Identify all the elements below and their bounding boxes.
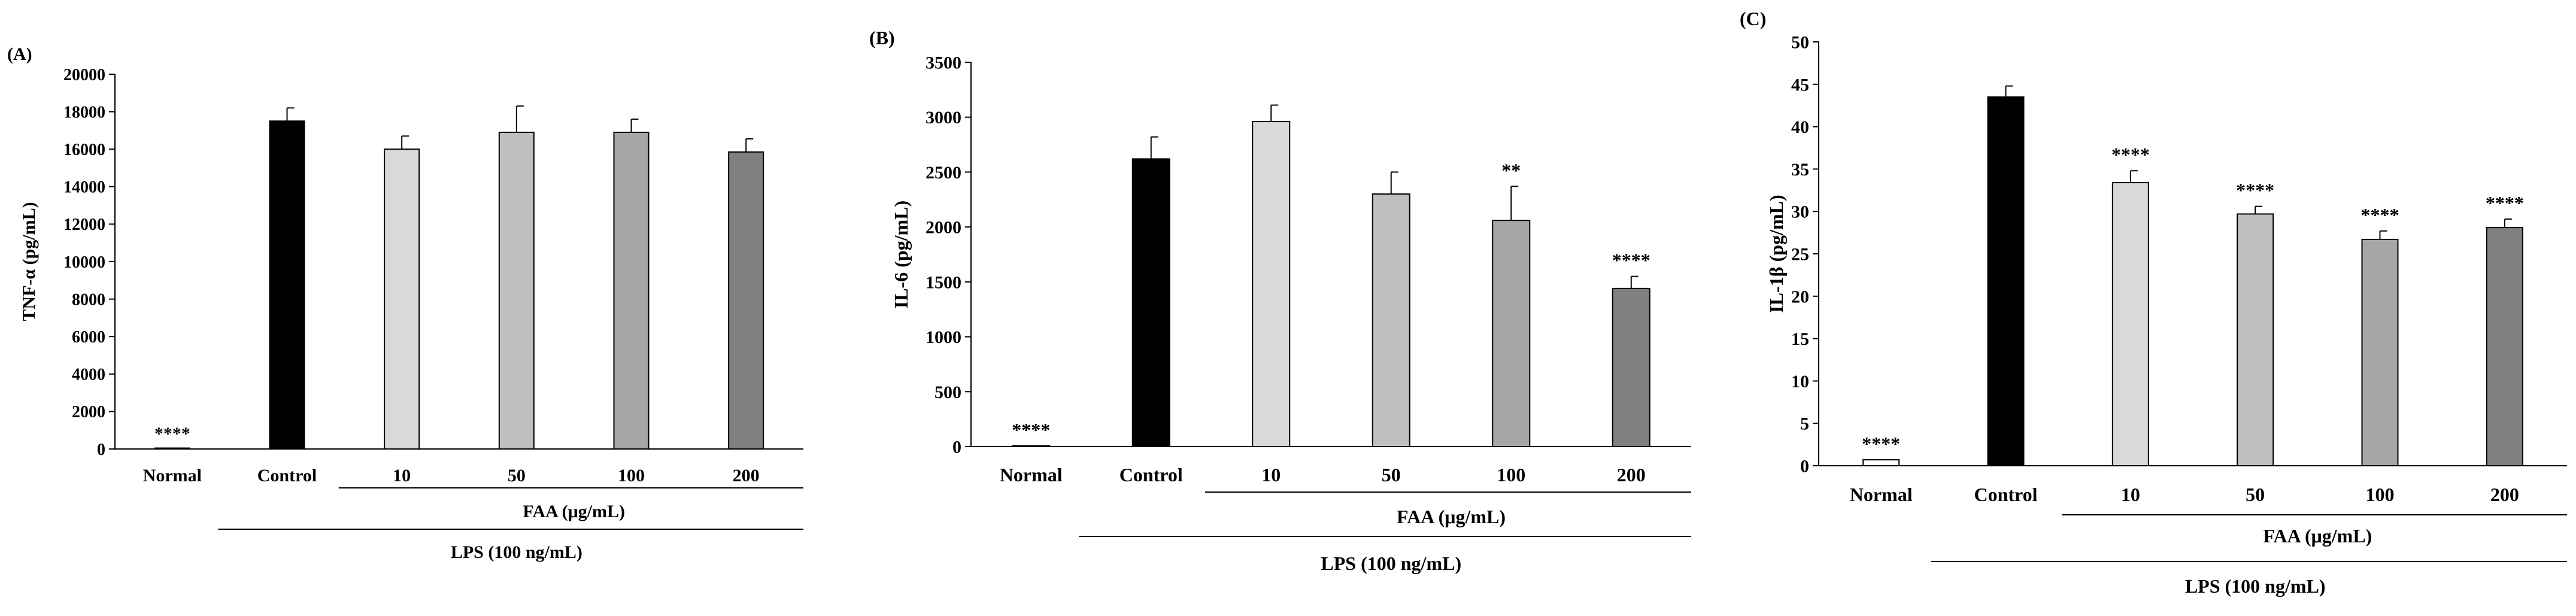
y-tick-label: 35	[1791, 160, 1809, 180]
bar-200	[1612, 287, 1650, 447]
x-category-label: Normal	[143, 466, 202, 485]
y-tick-label: 18000	[63, 103, 105, 122]
x-category-label: 10	[1261, 464, 1281, 485]
y-tick-label: 12000	[63, 216, 105, 234]
y-tick-label: 10000	[63, 253, 105, 272]
bar-100	[2361, 238, 2399, 466]
y-tick-label: 14000	[63, 178, 105, 197]
faa-group-label: FAA (μg/mL)	[523, 502, 625, 521]
y-tick-label: 4000	[72, 366, 105, 384]
panel-label: (B)	[869, 27, 895, 48]
faa-group-label: FAA (μg/mL)	[2263, 525, 2372, 547]
bar-control	[269, 120, 305, 450]
significance-mark: **	[1501, 159, 1521, 181]
y-tick-label: 1000	[926, 327, 961, 347]
bar-50	[498, 132, 535, 450]
y-tick-label: 50	[1791, 33, 1809, 53]
y-axis-label: IL-1β (pg/mL)	[1765, 195, 1787, 312]
y-tick-label: 500	[934, 383, 961, 402]
bar-10	[1252, 121, 1291, 447]
x-category-label: 10	[393, 466, 411, 485]
y-tick-label: 20	[1791, 287, 1809, 307]
faa-group-label: FAA (μg/mL)	[1397, 506, 1506, 527]
bar-control	[1987, 96, 2025, 467]
y-tick-label: 3500	[926, 53, 961, 73]
x-category-label: 50	[508, 466, 526, 485]
y-tick-label: 15	[1791, 329, 1809, 349]
y-tick-label: 1500	[926, 272, 961, 292]
panel-label: (A)	[7, 44, 32, 64]
lps-group-label: LPS (100 ng/mL)	[451, 542, 582, 562]
panel-a: (A) 0 2000 4000 6000 8000 10000 12000 14000 16000…	[7, 44, 803, 562]
y-tick-label: 20000	[63, 66, 105, 84]
y-tick-label: 2500	[926, 163, 961, 183]
y-tick-label: 2000	[72, 403, 105, 421]
panel-b: (B) 0 500 1000 1500 2000 2500 3000 3500 IL-6 (pg/…	[869, 27, 1691, 574]
x-category-label: 50	[1382, 464, 1401, 485]
panel-c: (C) 0 5 10 15 20 25 30 35 40 45 50 IL-1β (pg/mL) ****…	[1740, 8, 2567, 597]
significance-mark: ****	[2111, 144, 2150, 165]
x-category-label: Normal	[1000, 464, 1063, 485]
bar-normal	[1012, 445, 1051, 447]
bar-50	[2237, 213, 2274, 466]
panel-label: (C)	[1740, 8, 1766, 29]
significance-mark: ****	[154, 424, 190, 444]
significance-mark: ****	[1012, 419, 1050, 441]
x-category-label: Normal	[1850, 484, 1913, 505]
x-category-label: Control	[257, 466, 317, 485]
y-axis-label: IL-6 (pg/mL)	[890, 201, 912, 308]
bar-normal	[1862, 459, 1900, 467]
x-category-label: 100	[2366, 484, 2395, 505]
bar-200	[2486, 227, 2523, 466]
bar-50	[1372, 193, 1410, 447]
bar-100	[1492, 220, 1531, 447]
y-tick-label: 25	[1791, 245, 1809, 265]
y-tick-label: 2000	[926, 218, 961, 238]
x-category-label: 50	[2246, 484, 2265, 505]
x-category-label: 200	[1617, 464, 1646, 485]
x-category-label: 200	[733, 466, 760, 485]
y-axis-label: TNF-α (pg/mL)	[19, 202, 39, 321]
y-tick-label: 16000	[63, 141, 105, 159]
y-tick-label: 5	[1800, 414, 1809, 434]
x-category-label: Control	[1974, 484, 2037, 505]
x-category-label: 10	[2121, 484, 2140, 505]
bar-normal	[154, 447, 190, 450]
bar-control	[1131, 158, 1170, 447]
y-tick-label: 10	[1791, 372, 1809, 392]
bar-10	[2111, 182, 2149, 466]
y-tick-label: 0	[1800, 457, 1809, 477]
x-category-label: 200	[2490, 484, 2519, 505]
x-category-label: Control	[1119, 464, 1183, 485]
y-tick-label: 0	[97, 441, 105, 459]
lps-group-label: LPS (100 ng/mL)	[1321, 553, 1461, 574]
y-tick-label: 8000	[72, 290, 105, 309]
x-category-label: 100	[1497, 464, 1525, 485]
significance-mark: ****	[1612, 250, 1650, 271]
significance-mark: ****	[1862, 433, 1900, 454]
lps-group-label: LPS (100 ng/mL)	[2185, 575, 2326, 597]
bar-100	[613, 132, 650, 450]
bar-200	[728, 151, 764, 450]
significance-mark: ****	[2486, 192, 2524, 214]
y-tick-label: 30	[1791, 202, 1809, 222]
y-tick-label: 45	[1791, 75, 1809, 95]
y-tick-label: 3000	[926, 108, 961, 128]
x-category-label: 100	[618, 466, 645, 485]
y-tick-label: 0	[952, 438, 961, 457]
significance-mark: ****	[2361, 204, 2399, 226]
y-tick-label: 6000	[72, 328, 105, 347]
significance-mark: ****	[2236, 180, 2274, 201]
bar-10	[384, 148, 420, 450]
y-tick-label: 40	[1791, 117, 1809, 137]
